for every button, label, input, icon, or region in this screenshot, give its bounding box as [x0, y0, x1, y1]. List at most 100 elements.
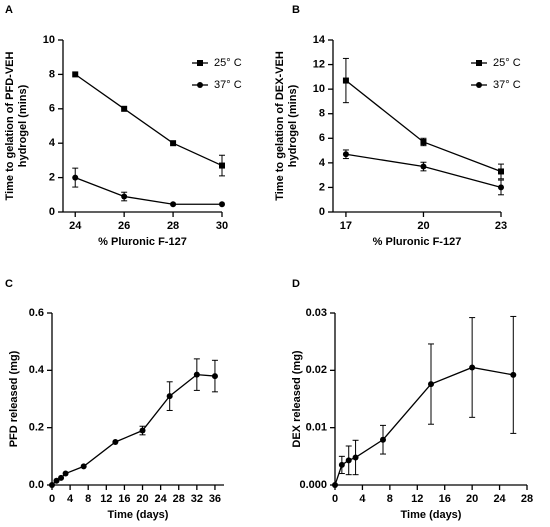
- legend-label: 37° C: [214, 79, 242, 91]
- x-tick-label: 8: [387, 493, 393, 505]
- marker: [72, 174, 79, 181]
- y-tick-label: 0.000: [299, 479, 327, 491]
- marker: [338, 461, 345, 468]
- x-tick-label: 8: [85, 493, 91, 505]
- x-tick-label: 0: [49, 493, 55, 505]
- x-tick-label: 4: [359, 493, 366, 505]
- marker: [58, 474, 65, 481]
- y-tick-label: 6: [319, 132, 325, 144]
- y-tick-label: 0: [319, 206, 325, 218]
- marker: [469, 364, 476, 371]
- marker: [332, 482, 338, 488]
- y-tick-label: 12: [313, 58, 325, 70]
- x-tick-label: 26: [118, 220, 130, 232]
- x-tick-label: 23: [495, 220, 507, 232]
- marker: [53, 477, 60, 484]
- y-tick-label: 0.6: [29, 307, 44, 319]
- y-tick-label: 0.4: [29, 364, 45, 376]
- y-tick-label: 10: [313, 83, 325, 95]
- y-tick-label: 14: [313, 34, 326, 46]
- x-tick-label: 28: [173, 493, 185, 505]
- legend-marker: [476, 82, 482, 88]
- x-tick-label: 20: [466, 493, 478, 505]
- y-axis-label: hydrogel (mins): [17, 84, 29, 167]
- x-axis-label: Time (days): [108, 509, 169, 521]
- x-axis-label: Time (days): [401, 509, 462, 521]
- marker: [420, 138, 427, 145]
- x-tick-label: 24: [493, 493, 506, 505]
- marker: [510, 371, 517, 378]
- y-tick-label: 0.01: [306, 422, 327, 434]
- y-axis-label: hydrogel (mins): [287, 84, 299, 167]
- legend-marker: [476, 60, 482, 66]
- x-tick-label: 28: [167, 220, 179, 232]
- marker: [219, 201, 225, 208]
- x-axis-label: % Pluronic F-127: [373, 236, 462, 248]
- marker: [342, 151, 349, 158]
- series-line: [74, 73, 223, 167]
- marker: [498, 168, 504, 175]
- panel-label: C: [5, 278, 13, 290]
- marker: [420, 163, 427, 170]
- marker: [72, 71, 79, 78]
- legend-label: 25° C: [214, 57, 242, 69]
- series-line: [74, 176, 222, 205]
- marker: [80, 463, 87, 470]
- x-tick-label: 16: [439, 493, 451, 505]
- legend-marker: [197, 60, 203, 66]
- x-tick-label: 30: [216, 220, 228, 232]
- y-tick-label: 10: [43, 34, 55, 46]
- y-tick-label: 4: [49, 137, 56, 149]
- y-tick-label: 8: [49, 68, 55, 80]
- series-line: [51, 373, 215, 486]
- marker: [139, 427, 146, 434]
- y-tick-label: 2: [49, 172, 55, 184]
- marker: [121, 105, 128, 112]
- y-tick-label: 0.03: [306, 307, 327, 319]
- x-tick-label: 4: [67, 493, 74, 505]
- marker: [211, 373, 218, 380]
- x-tick-label: 12: [411, 493, 423, 505]
- marker: [62, 470, 69, 477]
- x-tick-label: 17: [340, 220, 352, 232]
- y-tick-label: 0.0: [29, 479, 44, 491]
- x-tick-label: 36: [209, 493, 221, 505]
- x-tick-label: 32: [191, 493, 203, 505]
- marker: [193, 371, 200, 378]
- y-axis-label: PFD released (mg): [8, 350, 20, 447]
- y-tick-label: 2: [319, 181, 325, 193]
- marker: [121, 193, 128, 200]
- marker: [498, 184, 504, 191]
- x-tick-label: 20: [417, 220, 429, 232]
- y-tick-label: 4: [319, 157, 326, 169]
- y-tick-label: 6: [49, 103, 55, 115]
- marker: [352, 454, 359, 461]
- y-tick-label: 0.02: [306, 364, 327, 376]
- x-axis-label: % Pluronic F-127: [98, 236, 187, 248]
- marker: [219, 162, 225, 169]
- y-tick-label: 0.2: [29, 422, 44, 434]
- marker: [170, 140, 177, 147]
- marker: [345, 457, 352, 464]
- series-line: [334, 366, 514, 486]
- x-tick-label: 28: [521, 493, 533, 505]
- x-tick-label: 16: [118, 493, 130, 505]
- marker: [380, 436, 386, 443]
- x-tick-label: 24: [69, 220, 82, 232]
- y-axis-label: DEX released (mg): [291, 350, 303, 448]
- panel-label: B: [292, 4, 300, 16]
- y-tick-label: 8: [319, 108, 325, 120]
- x-tick-label: 12: [100, 493, 112, 505]
- legend-marker: [197, 82, 203, 88]
- x-tick-label: 20: [136, 493, 148, 505]
- legend-label: 37° C: [493, 79, 521, 91]
- y-axis-label: Time to gelation of DEX-VEH: [274, 51, 286, 201]
- panel-label: D: [292, 278, 300, 290]
- x-tick-label: 0: [332, 493, 338, 505]
- marker: [49, 482, 55, 488]
- legend-label: 25° C: [493, 57, 521, 69]
- marker: [428, 381, 434, 388]
- y-axis-label: Time to gelation of PFD-VEH: [4, 51, 16, 200]
- y-tick-label: 0: [49, 206, 55, 218]
